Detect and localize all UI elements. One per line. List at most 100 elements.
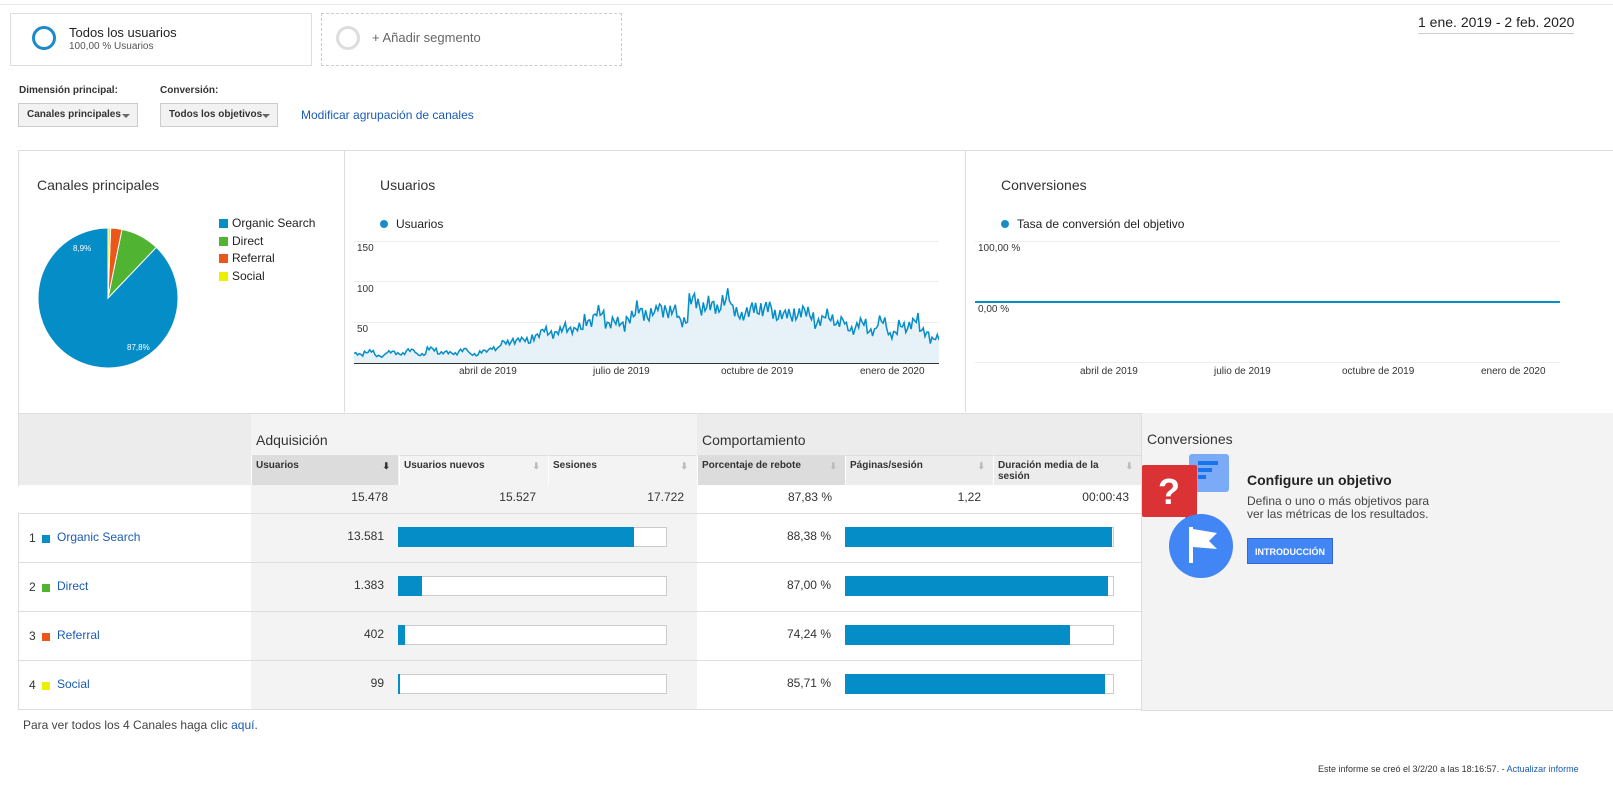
panel-divider [965, 150, 966, 412]
top-divider [0, 4, 1613, 5]
promo-description: Defina o uno o más objetivos para ver la… [1247, 494, 1430, 521]
total-pages: 1,22 [957, 490, 981, 504]
segment-all-users[interactable]: Todos los usuarios 100,00 % Usuarios [10, 13, 312, 66]
conv-legend: Tasa de conversión del objetivo [1001, 217, 1184, 231]
see-all-note: Para ver todos los 4 Canales haga clic a… [23, 718, 258, 732]
add-segment-button[interactable]: + Añadir segmento [321, 13, 622, 66]
total-users: 15.478 [351, 490, 388, 504]
pie-title: Canales principales [37, 177, 160, 193]
dimension-dropdown[interactable]: Canales principales [18, 103, 138, 127]
y-tick: 50 [357, 324, 369, 335]
conversion-line-chart [975, 241, 1560, 363]
col-header-label: Sesiones [553, 460, 597, 471]
legend-swatch [219, 219, 228, 228]
col-header-label: Usuarios [256, 460, 299, 471]
charts-panel [18, 150, 1613, 413]
legend-label: Social [232, 269, 265, 283]
users-line-chart [354, 241, 939, 364]
svg-text:?: ? [1158, 471, 1180, 512]
col-header-label: Duración media de la sesión [998, 460, 1099, 482]
col-header-duration[interactable]: Duración media de la sesión ⬇ [993, 455, 1141, 485]
users-bar-track [398, 576, 667, 596]
table-top-line [18, 413, 1141, 414]
add-segment-label: + Añadir segmento [372, 30, 481, 45]
behavior-group-title: Comportamiento [702, 432, 806, 448]
col-header-pages[interactable]: Páginas/sesión ⬇ [845, 455, 993, 485]
total-sessions: 17.722 [647, 490, 684, 504]
modify-channel-grouping-link[interactable]: Modificar agrupación de canales [301, 108, 474, 122]
bounce-value: 85,71 % [786, 676, 831, 690]
see-all-suffix: . [254, 718, 258, 732]
users-value: 13.581 [347, 529, 384, 543]
legend-label: Referral [232, 251, 275, 265]
acquisition-group-title: Adquisición [256, 432, 328, 448]
row-color-swatch [42, 682, 50, 690]
legend-dot [380, 220, 388, 228]
table-left-line [18, 413, 19, 710]
bounce-value: 88,38 % [786, 529, 831, 543]
y-tick: 100,00 % [978, 243, 1021, 254]
segment-subtitle: 100,00 % Usuarios [69, 41, 154, 52]
users-value: 99 [370, 676, 384, 690]
channel-link-direct[interactable]: Direct [57, 579, 89, 593]
panel-divider [344, 150, 345, 412]
totals-label-cell [18, 486, 251, 513]
bounce-bar [845, 527, 1112, 547]
row-divider [18, 660, 1141, 661]
x-tick: enero de 2020 [860, 366, 925, 377]
report-created-text: Este informe se creó el 3/2/20 a las 18:… [1318, 764, 1507, 774]
conv-chart-title: Conversiones [1001, 177, 1087, 193]
see-all-prefix: Para ver todos los 4 Canales haga clic [23, 718, 232, 732]
sort-icon: ⬇ [829, 461, 837, 471]
conversion-dropdown[interactable]: Todos los objetivos [160, 103, 278, 127]
col-header-users[interactable]: Usuarios ⬇ [251, 455, 398, 485]
totals-bounce-cell [697, 486, 845, 513]
row-divider [18, 611, 1141, 612]
sort-icon: ⬇ [532, 461, 540, 471]
get-started-button[interactable]: INTRODUCCIÓN [1247, 538, 1333, 564]
legend-label: Organic Search [232, 216, 316, 230]
users-bar-track [398, 674, 667, 694]
total-new-users: 15.527 [499, 490, 536, 504]
promo-title: Configure un objetivo [1247, 472, 1392, 488]
users-chart-title: Usuarios [380, 177, 436, 193]
x-tick: octubre de 2019 [721, 366, 794, 377]
users-value: 1.383 [353, 578, 384, 592]
channel-link-social[interactable]: Social [57, 677, 90, 691]
conv-legend-label: Tasa de conversión del objetivo [1017, 217, 1185, 231]
users-value: 402 [363, 627, 384, 641]
row-divider [18, 709, 1141, 710]
caret-down-icon [122, 114, 130, 118]
sort-icon: ⬇ [977, 461, 985, 471]
col-header-sessions[interactable]: Sesiones ⬇ [548, 455, 696, 485]
users-bar [398, 674, 400, 694]
col-header-bounce[interactable]: Porcentaje de rebote ⬇ [697, 455, 845, 485]
col-header-new-users[interactable]: Usuarios nuevos ⬇ [399, 455, 548, 485]
row-number: 2 [29, 580, 36, 594]
conversions-group-title: Conversiones [1147, 431, 1233, 447]
legend-label: Direct [232, 234, 264, 248]
legend-organic: Organic Search [219, 216, 315, 230]
col-header-label: Páginas/sesión [850, 460, 923, 471]
pie-slice [107, 227, 112, 299]
conversion-label: Conversión: [160, 85, 219, 96]
bounce-value: 87,00 % [786, 578, 831, 592]
x-tick: octubre de 2019 [1342, 366, 1415, 377]
refresh-report-link[interactable]: Actualizar informe [1506, 764, 1579, 774]
y-tick: 100 [357, 284, 374, 295]
channel-link-organic[interactable]: Organic Search [57, 530, 141, 544]
legend-dot [1001, 220, 1009, 228]
date-range-picker[interactable]: 1 ene. 2019 - 2 feb. 2020 [1418, 14, 1575, 34]
pie-chart: 87,8% 8,9% [37, 227, 179, 369]
col-header-label: Usuarios nuevos [404, 460, 485, 471]
x-tick: enero de 2020 [1481, 366, 1546, 377]
legend-swatch [219, 254, 228, 263]
dimension-label: Dimensión principal: [19, 85, 118, 96]
channel-link-referral[interactable]: Referral [57, 628, 100, 642]
x-tick: julio de 2019 [1214, 366, 1271, 377]
users-bar [398, 527, 634, 547]
see-all-link[interactable]: aquí [231, 718, 255, 732]
col-header-label: Porcentaje de rebote [702, 460, 801, 471]
row-divider [18, 562, 1141, 563]
total-bounce: 87,83 % [787, 490, 832, 504]
